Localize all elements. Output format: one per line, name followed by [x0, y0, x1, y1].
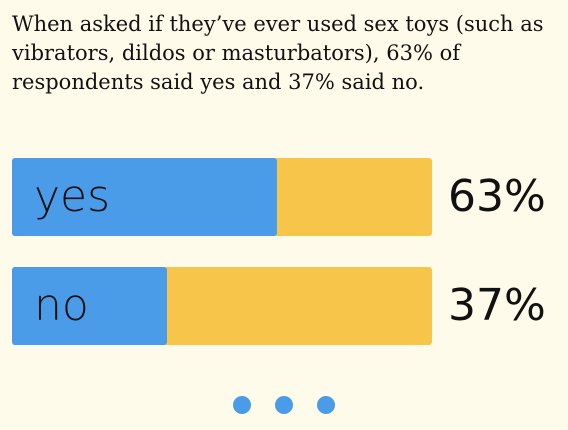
bar-row-yes[interactable]: yes 63%: [12, 158, 560, 236]
poll-bar-chart: yes 63% no 37%: [12, 158, 560, 376]
bar-fill-no: [12, 267, 168, 345]
pagination-dot-3[interactable]: [317, 396, 335, 414]
pagination-dots: [0, 396, 568, 414]
bar-value-no: 37%: [448, 280, 546, 331]
bar-label-no: no: [34, 280, 89, 331]
bar-value-yes: 63%: [448, 171, 546, 222]
chart-caption: When asked if they’ve ever used sex toys…: [12, 12, 544, 94]
pagination-dot-1[interactable]: [233, 396, 251, 414]
bar-fill-yes: [12, 158, 277, 236]
bar-label-yes: yes: [34, 171, 111, 222]
bar-row-no[interactable]: no 37%: [12, 267, 560, 345]
pagination-dot-2[interactable]: [275, 396, 293, 414]
